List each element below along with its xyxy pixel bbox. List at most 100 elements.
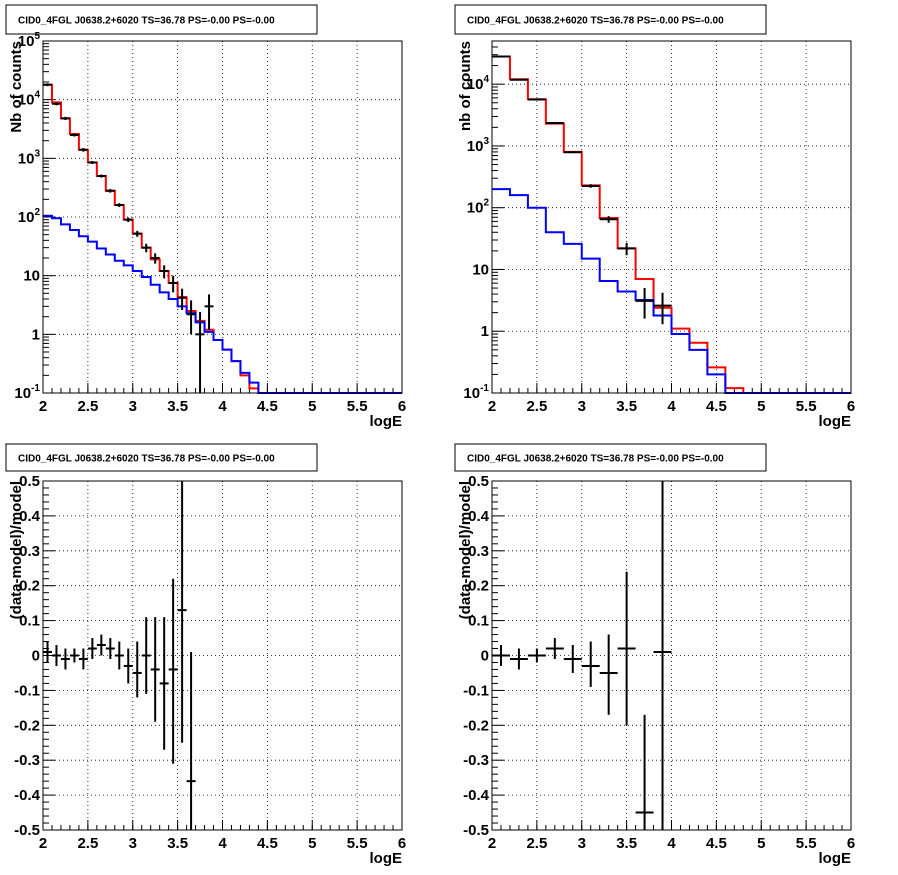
- data-point: [123, 648, 133, 684]
- data-point: [617, 242, 636, 256]
- y-tick-exponent: 3: [483, 136, 489, 147]
- data-point: [168, 578, 178, 764]
- histogram-series-2: [492, 188, 851, 394]
- x-tick-label: 3: [578, 835, 586, 852]
- data-point: [123, 217, 133, 223]
- y-tick-label: 103: [18, 148, 41, 167]
- y-tick-exponent: -1: [31, 383, 40, 394]
- chart-title: CID0_4FGL J0638.2+6020 TS=36.78 PS=-0.00…: [467, 454, 724, 465]
- x-tick-label: 2.5: [77, 398, 98, 415]
- data-point: [105, 638, 115, 659]
- y-tick-label: 0.5: [19, 473, 40, 490]
- y-tick-label: 0.2: [468, 578, 489, 595]
- y-tick-label: 0.4: [468, 508, 490, 525]
- x-tick-label: 3.5: [616, 398, 637, 415]
- data-point: [150, 617, 160, 722]
- data-point: [43, 83, 52, 87]
- data-point: [87, 161, 97, 165]
- data-point: [96, 634, 106, 656]
- x-tick-label: 4: [218, 835, 227, 852]
- y-tick-label: 0.4: [19, 508, 41, 525]
- x-tick-label: 3.5: [167, 398, 188, 415]
- x-tick-label: 3.5: [167, 835, 188, 852]
- x-tick-label: 2: [488, 835, 496, 852]
- data-point: [509, 78, 528, 81]
- y-tick-label: -0.3: [14, 752, 40, 769]
- y-tick-label: 102: [467, 198, 490, 217]
- data-point: [87, 638, 97, 659]
- data-point: [545, 638, 564, 659]
- data-point: [159, 617, 169, 750]
- x-tick-label: 3: [129, 835, 137, 852]
- x-tick-label: 4: [667, 398, 676, 415]
- chart-title: CID0_4FGL J0638.2+6020 TS=36.78 PS=-0.00…: [18, 454, 275, 465]
- y-tick-label: 0.1: [468, 613, 489, 630]
- y-tick-label: 103: [467, 136, 490, 155]
- data-point: [60, 648, 70, 670]
- data-point: [635, 714, 654, 830]
- data-point: [581, 184, 600, 188]
- x-tick-label: 6: [847, 398, 855, 415]
- data-point: [177, 288, 187, 310]
- data-point: [545, 122, 564, 125]
- y-tick-label: 0.5: [468, 473, 489, 490]
- y-tick-label: -0.4: [463, 787, 490, 804]
- x-tick-label: 5.5: [796, 398, 817, 415]
- plot-frame: [491, 40, 852, 394]
- data-point: [653, 481, 672, 830]
- title-box: [454, 443, 767, 472]
- y-tick-label: 0.1: [19, 613, 40, 630]
- y-tick-label: -0.2: [463, 717, 489, 734]
- y-tick-label: 102: [18, 207, 41, 226]
- data-point: [653, 292, 672, 325]
- data-point: [114, 203, 124, 208]
- y-axis-label: (data-model)/model: [8, 481, 25, 619]
- data-point: [150, 253, 160, 264]
- x-axis-label: logE: [819, 413, 852, 430]
- chart-panel-4: CID0_4FGL J0638.2+6020 TS=36.78 PS=-0.00…: [454, 443, 855, 867]
- data-point: [96, 174, 106, 178]
- y-axis-label: (data-model)/model: [457, 481, 474, 619]
- data-point: [492, 55, 510, 58]
- data-point: [69, 648, 79, 663]
- data-point: [51, 645, 61, 666]
- y-tick-exponent: 5: [34, 31, 40, 42]
- x-tick-label: 2.5: [77, 835, 98, 852]
- data-point: [599, 634, 618, 715]
- x-tick-label: 5: [757, 835, 765, 852]
- y-tick-exponent: 2: [483, 198, 489, 209]
- data-point: [204, 294, 214, 330]
- y-tick-label: -0.4: [14, 787, 41, 804]
- data-point: [195, 312, 205, 393]
- y-tick-label: -0.5: [14, 822, 40, 839]
- x-tick-label: 5.5: [347, 835, 368, 852]
- data-point: [177, 481, 187, 743]
- x-tick-label: 6: [398, 835, 406, 852]
- data-point: [43, 641, 52, 663]
- data-point: [581, 641, 600, 687]
- y-tick-exponent: 4: [483, 74, 489, 85]
- x-tick-label: 5: [308, 398, 316, 415]
- chart-title: CID0_4FGL J0638.2+6020 TS=36.78 PS=-0.00…: [467, 16, 724, 27]
- chart-panel-2: CID0_4FGL J0638.2+6020 TS=36.78 PS=-0.00…: [454, 4, 855, 430]
- y-tick-exponent: -1: [480, 383, 489, 394]
- data-point: [60, 116, 70, 121]
- plot-frame: [491, 480, 852, 831]
- x-tick-label: 3: [129, 398, 137, 415]
- data-point: [527, 98, 546, 101]
- y-tick-label: -0.1: [463, 682, 489, 699]
- chart-title: CID0_4FGL J0638.2+6020 TS=36.78 PS=-0.00…: [18, 16, 275, 27]
- x-axis-label: logE: [819, 850, 852, 867]
- x-tick-label: 2.5: [526, 398, 547, 415]
- y-axis-label: Nb of counts: [8, 41, 25, 133]
- y-tick-label: 10: [472, 261, 489, 278]
- x-tick-label: 3: [578, 398, 586, 415]
- y-tick-exponent: 4: [34, 90, 40, 101]
- y-tick-label: -0.5: [463, 822, 489, 839]
- x-axis-label: logE: [370, 850, 403, 867]
- data-point: [51, 102, 61, 106]
- y-tick-label: -0.2: [14, 717, 40, 734]
- y-tick-label: 0.2: [19, 578, 40, 595]
- title-box: [454, 4, 767, 35]
